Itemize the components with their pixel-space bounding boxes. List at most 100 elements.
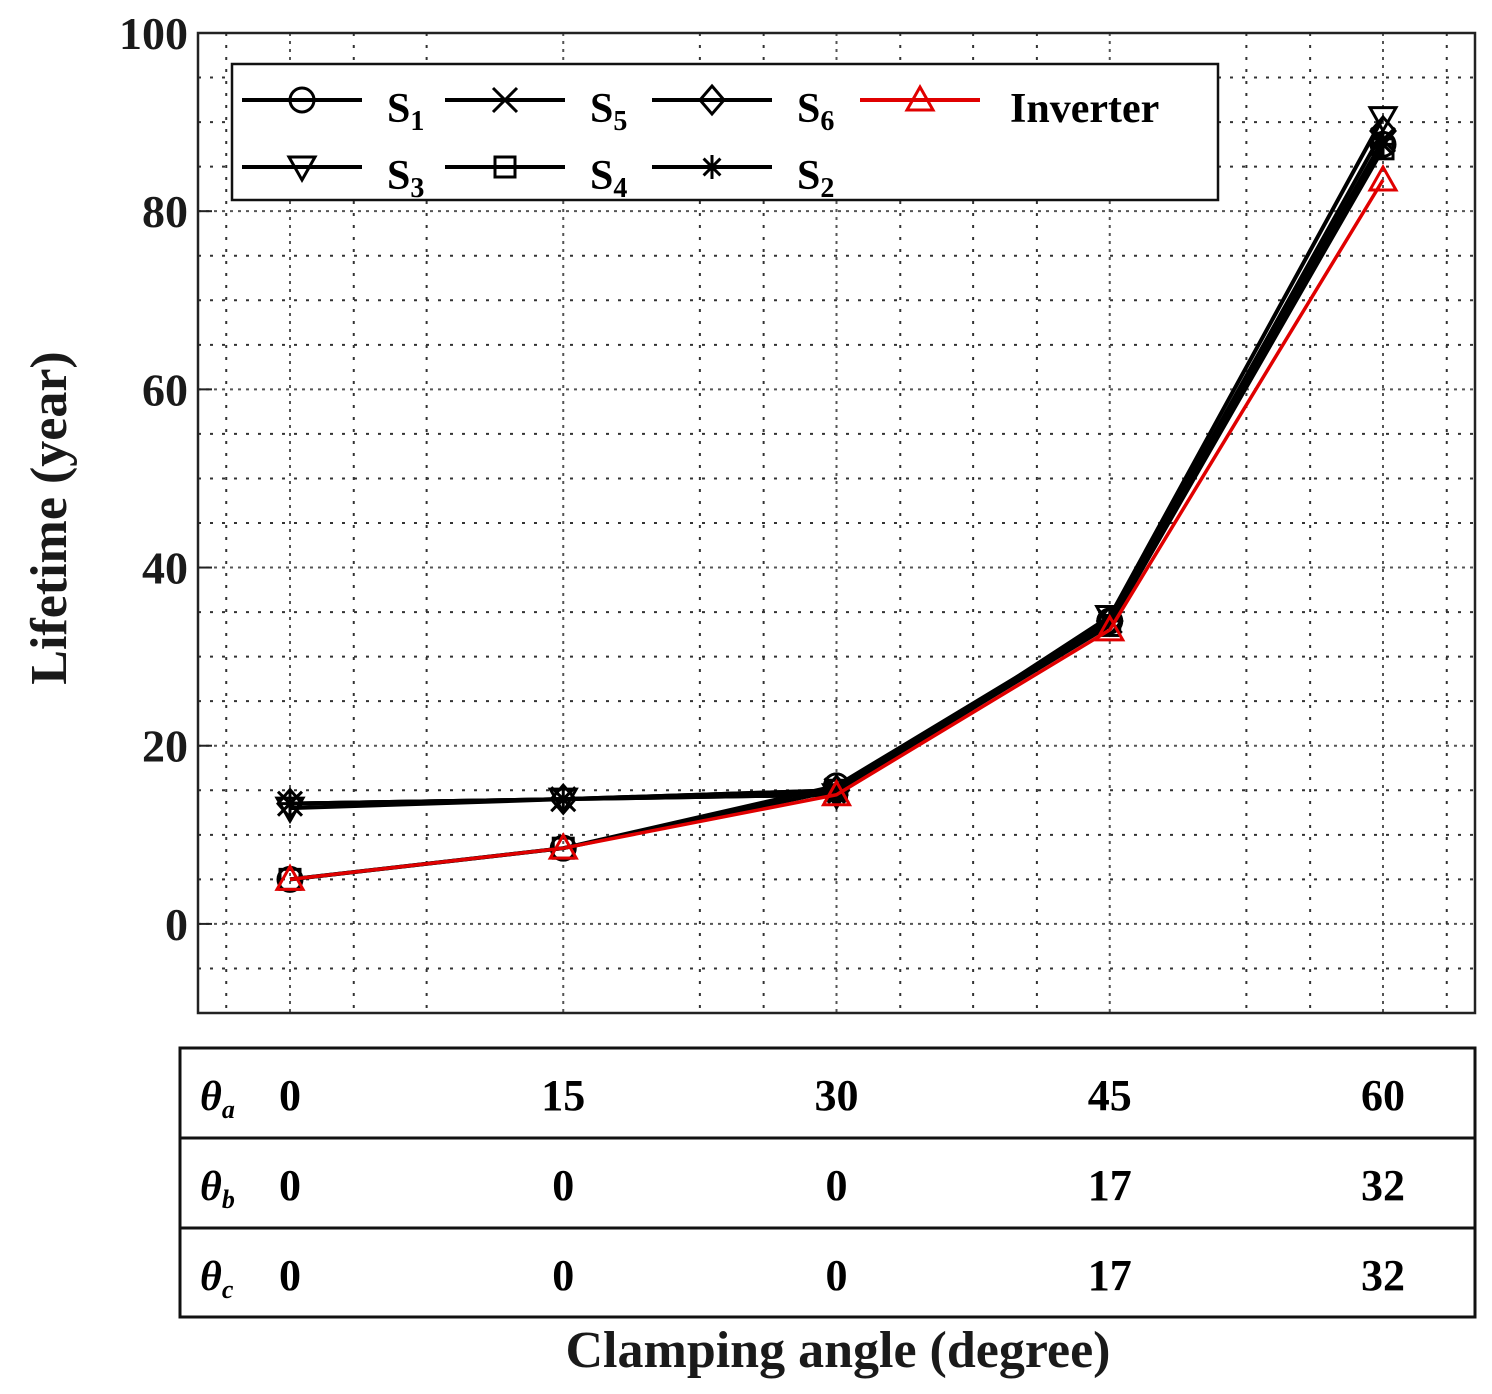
data-point-inverter	[547, 832, 579, 860]
y-tick-label: 100	[119, 8, 188, 59]
data-point-inverter	[1367, 163, 1399, 192]
data-point-s2	[551, 787, 576, 812]
marker-star-shape	[1097, 609, 1122, 633]
marker-circle-shape	[288, 86, 316, 114]
legend-label-sub: 1	[410, 106, 424, 137]
y-axis: 0 20 40 60 80 100	[119, 8, 212, 950]
table-row-label-main: θ	[200, 1074, 222, 1120]
table-cell: 0	[552, 1251, 574, 1300]
marker-triangle-up-shape	[547, 832, 579, 860]
data-point-s3	[1367, 106, 1399, 134]
legend-label-sub: 4	[613, 173, 627, 204]
series-line-inverter	[289, 179, 1385, 882]
table-cell: 0	[826, 1251, 848, 1300]
table-row: θc 0 0 0 17 32	[200, 1251, 1405, 1304]
table-cell: 60	[1361, 1071, 1405, 1120]
table-cell: 32	[1361, 1251, 1405, 1300]
table-cell: 0	[279, 1161, 301, 1210]
legend-label-main: S	[387, 153, 410, 199]
y-tick-label: 0	[165, 899, 188, 950]
y-axis-label: Lifetime (year)	[21, 351, 78, 684]
plot-frame	[196, 31, 1477, 1015]
marker-triangle-up-shape	[1367, 163, 1399, 192]
table-row: θb 0 0 0 17 32	[200, 1161, 1405, 1214]
legend-label-sub: 5	[613, 106, 627, 137]
marker-star	[700, 155, 724, 179]
marker-diamond-shape	[698, 83, 726, 117]
legend-label: S6	[797, 86, 834, 137]
legend-label-sub: 6	[820, 106, 834, 137]
legend-item-s1: S1	[242, 86, 424, 137]
marker-star-shape	[1371, 132, 1395, 157]
table-row-label-main: θ	[200, 1164, 222, 1210]
legend-label: S4	[590, 153, 627, 204]
marker-triangle-down-shape	[286, 155, 318, 184]
table-row-label: θa	[200, 1074, 235, 1124]
table-cell: 0	[279, 1071, 301, 1120]
marker-square-shape	[493, 155, 517, 179]
data-point-s2	[1097, 609, 1122, 633]
legend-label: Inverter	[1010, 86, 1159, 132]
data-point-inverter	[1094, 613, 1126, 642]
data-point-inverter	[274, 863, 306, 891]
legend-label: S1	[387, 86, 424, 137]
legend-item-s6: S6	[652, 83, 834, 137]
data-point-s2	[278, 791, 302, 816]
legend-label-main: S	[590, 153, 613, 199]
marker-triangle-down	[286, 155, 318, 184]
y-tick-label: 20	[142, 721, 188, 772]
table-cell: 17	[1088, 1161, 1132, 1210]
series-inverter	[274, 163, 1399, 891]
marker-diamond	[698, 83, 726, 117]
y-tick-label: 80	[142, 186, 188, 237]
legend-label-sub: 3	[410, 173, 424, 204]
y-tick-label: 40	[142, 543, 188, 594]
table-cell: 32	[1361, 1161, 1405, 1210]
table-row-label-main: θ	[200, 1254, 222, 1300]
marker-triangle-down-shape	[1367, 106, 1399, 134]
y-tick-label: 60	[142, 364, 188, 415]
legend-label-main: S	[797, 153, 820, 199]
table-row-label-sub: a	[222, 1095, 235, 1124]
table-cell: 17	[1088, 1251, 1132, 1300]
legend-label-main: S	[797, 86, 820, 132]
marker-x-shape	[491, 86, 519, 114]
data-point-s2	[1371, 132, 1395, 157]
marker-square	[493, 155, 517, 179]
table-cell: 15	[541, 1071, 585, 1120]
marker-triangle-up-shape	[274, 863, 306, 891]
series-group	[274, 106, 1399, 893]
legend-label: S3	[387, 153, 424, 204]
table-row-label-sub: b	[222, 1185, 235, 1214]
table-row-label: θc	[200, 1254, 234, 1304]
x-axis-label: Clamping angle (degree)	[566, 1322, 1111, 1379]
marker-triangle-up-shape	[820, 778, 853, 807]
marker-triangle-up-shape	[1094, 613, 1126, 642]
plot-border	[196, 31, 1477, 1015]
series-line-s5	[289, 138, 1385, 806]
legend-label-main: Inverter	[1010, 86, 1159, 132]
marker-triangle-up	[904, 83, 936, 112]
marker-triangle-up-shape	[904, 83, 936, 112]
legend-label-main: S	[387, 86, 410, 132]
legend-item-s2: S2	[652, 153, 834, 204]
table-border	[178, 1046, 1477, 1319]
table-cell: 45	[1088, 1071, 1132, 1120]
table-row: θa 0 15 30 45 60	[200, 1071, 1405, 1124]
marker-circle	[288, 86, 316, 114]
table-cell: 0	[826, 1161, 848, 1210]
marker-star-shape	[551, 787, 576, 812]
legend-label-main: S	[590, 86, 613, 132]
legend-item-s4: S4	[445, 153, 627, 204]
marker-x	[491, 86, 519, 114]
table-row-label: θb	[200, 1164, 235, 1214]
table-cell: 0	[552, 1161, 574, 1210]
series-s5	[276, 126, 1397, 817]
legend-label-sub: 2	[820, 173, 834, 204]
legend-box	[230, 62, 1220, 202]
table-cell: 30	[815, 1071, 859, 1120]
data-point-inverter	[820, 778, 853, 807]
table-row-label-sub: c	[222, 1275, 234, 1304]
